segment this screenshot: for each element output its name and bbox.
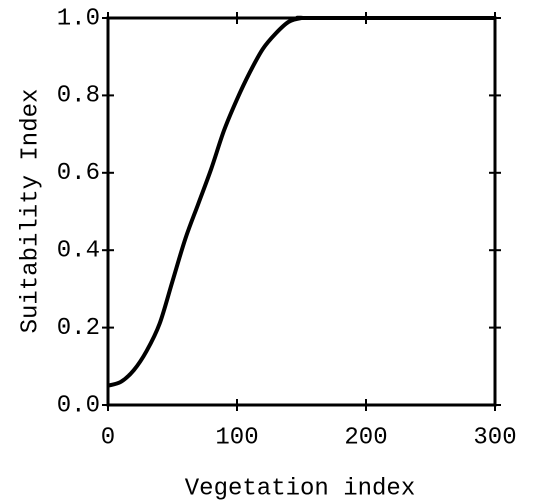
y-axis-label: Suitability Index: [17, 89, 44, 334]
x-axis-label: Vegetation index: [185, 475, 415, 502]
x-tick-label: 100: [215, 424, 258, 451]
x-tick-label: 0: [101, 424, 115, 451]
y-tick-label: 0.8: [57, 83, 100, 110]
y-tick-label: 0.2: [57, 315, 100, 342]
plot-frame: [106, 16, 497, 407]
y-tick-label: 0.0: [57, 392, 100, 419]
y-tick-label: 0.4: [57, 238, 100, 265]
y-tick-label: 1.0: [57, 5, 100, 32]
y-tick-label: 0.6: [57, 160, 100, 187]
x-tick-label: 300: [473, 424, 516, 451]
x-tick-label: 200: [344, 424, 387, 451]
data-line: [107, 15, 495, 388]
